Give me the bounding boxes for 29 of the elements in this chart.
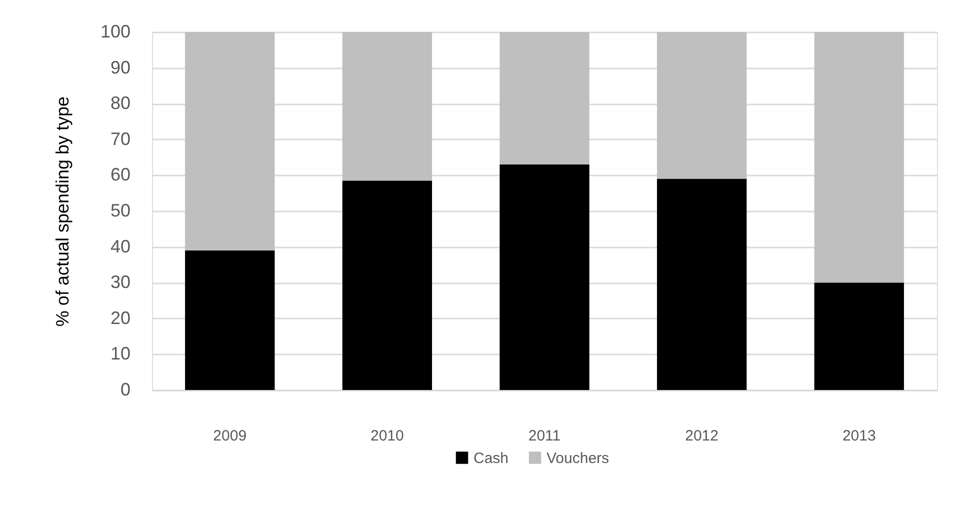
bar	[185, 32, 275, 250]
legend-label: Cash	[474, 450, 509, 467]
y-tick-label: 10	[110, 344, 130, 364]
bar	[656, 32, 747, 179]
y-tick-label: 50	[110, 200, 130, 220]
x-tick-label: 2011	[528, 428, 561, 444]
x-tick-label: 2013	[842, 428, 876, 444]
y-tick-label: 60	[110, 164, 130, 185]
y-tick-label: 20	[110, 308, 130, 328]
legend-label: Vouchers	[546, 450, 610, 467]
y-tick-label: 40	[110, 236, 130, 256]
x-tick-label: 2012	[685, 428, 718, 444]
y-tick-label: 30	[110, 272, 130, 292]
x-tick-label: 2010	[370, 428, 404, 444]
bar	[814, 282, 904, 390]
bar	[656, 178, 747, 390]
bar	[185, 250, 275, 390]
y-tick-label: 100	[100, 22, 130, 42]
y-tick-label: 80	[110, 93, 130, 114]
x-tick-label: 2009	[213, 428, 247, 444]
bar	[342, 32, 432, 181]
y-tick-label: 90	[110, 57, 130, 78]
y-tick-label: 70	[110, 128, 130, 149]
bar	[814, 32, 904, 283]
bar	[500, 32, 590, 164]
y-axis-title: % of actual spending by type	[52, 96, 72, 327]
bar	[342, 180, 432, 390]
bar	[500, 164, 590, 390]
y-tick-label: 0	[120, 380, 130, 400]
